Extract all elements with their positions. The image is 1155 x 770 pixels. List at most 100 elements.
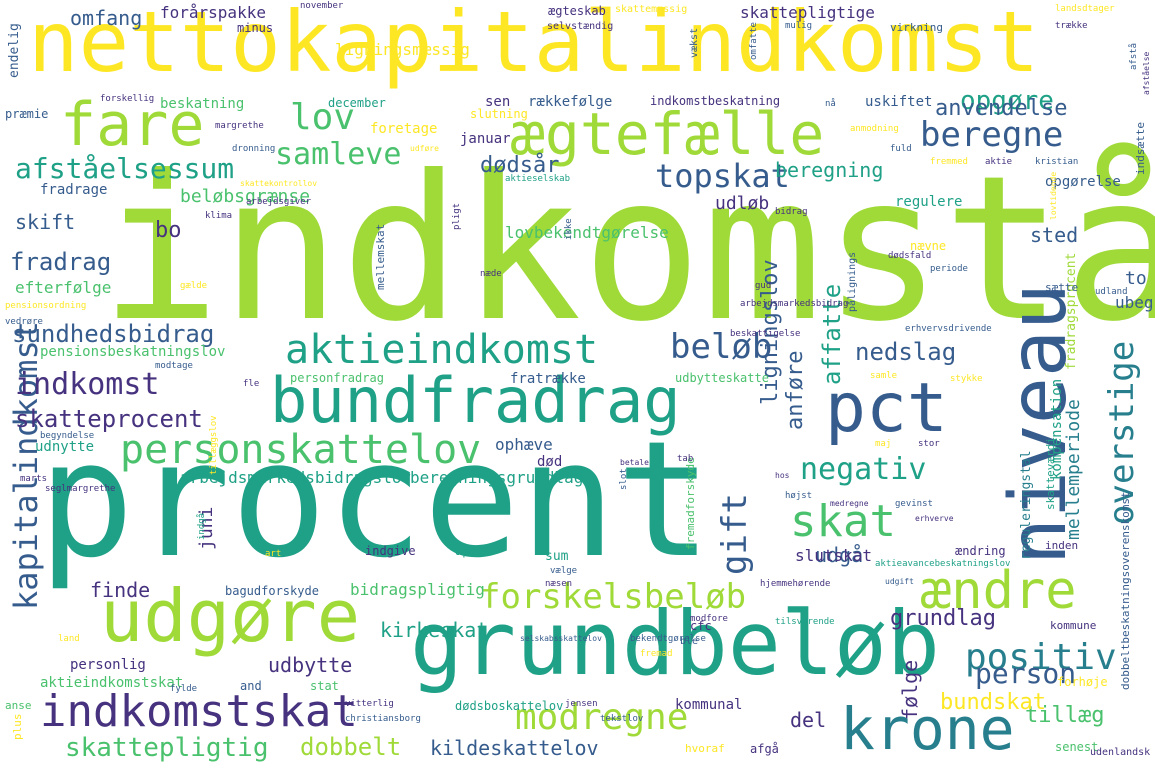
cloud-word: beskatning	[160, 96, 245, 112]
cloud-word: fremmed	[930, 157, 968, 167]
cloud-word: fradrag	[10, 248, 112, 276]
cloud-word: inden	[1045, 539, 1079, 552]
cloud-word: pensionsbeskatningslov	[40, 344, 226, 360]
cloud-word: kristian	[1035, 157, 1079, 167]
cloud-word: cfc	[690, 619, 712, 633]
cloud-word: indsætte	[1134, 122, 1147, 175]
cloud-word: aktieindkomstskat	[40, 675, 184, 691]
cloud-word: gud	[755, 281, 772, 291]
cloud-word: senest	[1055, 740, 1099, 754]
cloud-word: opgøre	[960, 86, 1054, 116]
cloud-word: tab	[677, 454, 694, 464]
cloud-word: uskiftet	[865, 94, 933, 110]
cloud-word: beregning	[775, 158, 884, 182]
cloud-word: fratrække	[510, 371, 586, 387]
cloud-word: dødsfald	[888, 251, 932, 261]
cloud-word: begyndelse	[40, 431, 95, 441]
cloud-word: afståelsessum	[15, 152, 235, 185]
cloud-word: anse	[5, 699, 32, 712]
cloud-word: næde	[480, 269, 502, 279]
cloud-word: hjemmehørende	[760, 579, 831, 589]
cloud-word: pct	[825, 369, 948, 448]
cloud-word: dødsboskattelov	[455, 699, 564, 713]
cloud-word: beregne	[920, 115, 1064, 155]
cloud-word: opgørelse	[1045, 174, 1121, 190]
cloud-word: dødsår	[480, 153, 560, 178]
cloud-word: bagudforskyde	[225, 584, 319, 598]
cloud-word: fremad	[640, 649, 673, 659]
cloud-word: ændre	[920, 561, 1077, 621]
cloud-word: tilsvarende	[775, 617, 835, 627]
cloud-word: pålignings	[847, 251, 858, 312]
cloud-word: dronning	[232, 144, 276, 154]
cloud-word: udløb	[715, 193, 770, 214]
cloud-word: vedrøre	[5, 317, 43, 327]
cloud-word: mulig	[785, 21, 813, 31]
cloud-word: indkomstbeskatning	[650, 94, 781, 108]
cloud-word: grundbeløb	[410, 592, 940, 695]
cloud-word: omfatte	[749, 22, 759, 60]
cloud-word: vitterlig	[345, 699, 394, 709]
cloud-word: fremadforskyde	[684, 457, 697, 550]
cloud-word: selskabsskattelov	[520, 634, 602, 643]
cloud-word: medregne	[830, 499, 869, 508]
cloud-word: april	[455, 544, 492, 558]
cloud-word: seglmargrethe	[45, 484, 116, 494]
cloud-word: udnytte	[35, 439, 95, 455]
cloud-word: del	[790, 708, 827, 732]
cloud-word: samle	[870, 371, 898, 381]
cloud-word: fradrage	[40, 182, 108, 198]
cloud-word: skattepligtig	[65, 733, 269, 763]
cloud-word: aktieindkomst	[285, 327, 599, 373]
cloud-word: udbytte	[268, 653, 353, 677]
cloud-word: afstå	[1129, 42, 1139, 70]
cloud-word: januar	[460, 131, 511, 147]
cloud-word: skatteværdi	[1044, 437, 1057, 510]
cloud-word: periode	[930, 264, 968, 274]
cloud-word: kapitalindkomst	[7, 321, 45, 610]
cloud-word: præmie	[5, 107, 49, 121]
cloud-word: beløb	[670, 327, 773, 367]
cloud-word: aktie	[985, 157, 1013, 167]
cloud-word: grundlag	[890, 606, 996, 631]
cloud-word: arbejdsgiver	[246, 197, 312, 207]
cloud-word: stat	[310, 679, 339, 693]
cloud-word: anvendelse	[935, 96, 1068, 121]
cloud-word: mellemskat	[374, 223, 387, 290]
cloud-word: stor	[918, 439, 940, 449]
cloud-word: hvoraf	[685, 742, 725, 755]
cloud-word: højst	[785, 491, 813, 501]
cloud-word: bekendtgørelse	[630, 634, 706, 644]
cloud-word: skattepligtige	[740, 3, 875, 22]
cloud-word: indkomstår	[100, 133, 1155, 366]
cloud-word: ophæve	[495, 435, 553, 454]
cloud-word: land	[58, 634, 80, 644]
cloud-word: personlig	[70, 657, 146, 673]
cloud-word: bo	[155, 218, 182, 243]
cloud-word: maj	[875, 439, 892, 449]
cloud-word: indgå	[197, 512, 207, 540]
cloud-word: to	[1125, 268, 1147, 289]
cloud-word: ægtefælle	[510, 100, 825, 168]
cloud-word: trække	[1055, 21, 1088, 31]
cloud-word: afgå	[750, 742, 779, 756]
cloud-word: minus	[237, 21, 274, 35]
cloud-word: skat	[790, 496, 896, 547]
cloud-word: anmodning	[850, 124, 899, 134]
cloud-word: sum	[545, 549, 569, 564]
cloud-word: endelig	[7, 23, 22, 78]
cloud-word: kommune	[1050, 619, 1097, 632]
cloud-word: samleve	[275, 137, 402, 172]
cloud-word: december	[328, 96, 386, 110]
cloud-word: arbejdsmarkedsbidrag	[740, 299, 849, 309]
cloud-word: bidragspligtig	[350, 580, 485, 599]
cloud-word: regulere	[895, 194, 963, 210]
cloud-word: jensen	[565, 699, 598, 709]
cloud-word: virkning	[890, 21, 943, 34]
cloud-word: gift	[715, 493, 755, 575]
cloud-word: fle	[243, 379, 260, 389]
cloud-word: indgive	[365, 544, 416, 558]
cloud-word: negativ	[800, 452, 927, 487]
cloud-word: procent	[38, 406, 713, 593]
